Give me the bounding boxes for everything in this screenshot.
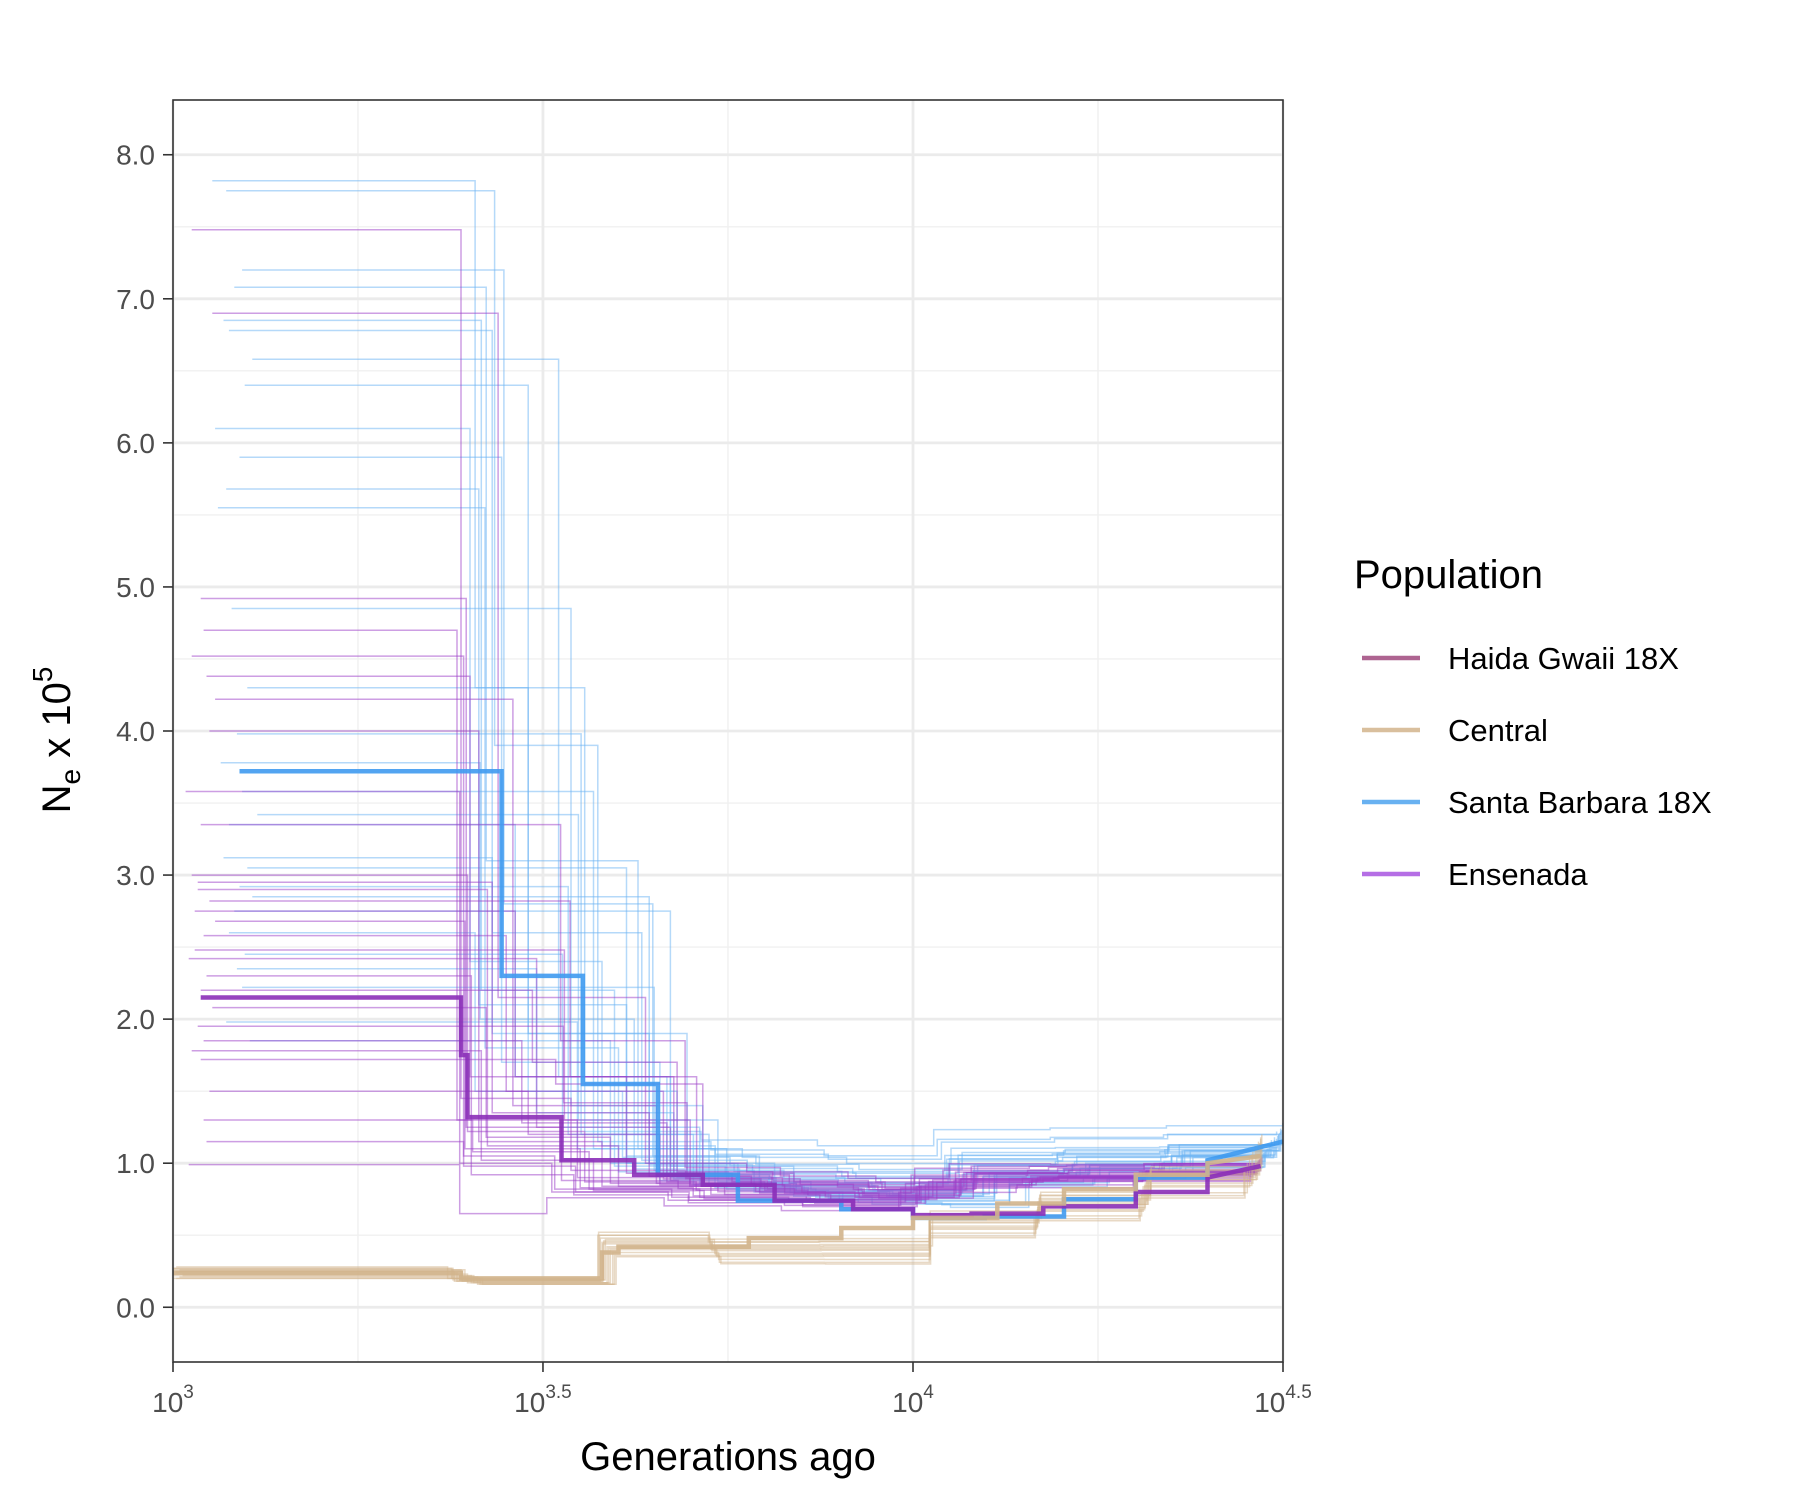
y-axis-title-subscript: e xyxy=(55,769,86,785)
main-series-line xyxy=(173,1153,1262,1281)
legend-label: Ensenada xyxy=(1448,857,1588,892)
bootstrap-line xyxy=(176,1169,1246,1285)
bootstrap-line xyxy=(188,1163,1252,1215)
bootstrap-line xyxy=(194,910,1261,1191)
bootstrap-lines xyxy=(173,179,1284,1285)
x-tick-label-exponent: 3 xyxy=(183,1382,194,1403)
y-tick-label: 2.0 xyxy=(116,1004,155,1035)
bootstrap-line xyxy=(182,1154,1253,1284)
x-tick-label: 104.5 xyxy=(1254,1382,1312,1418)
bootstrap-line xyxy=(215,427,1282,1161)
y-tick-label: 3.0 xyxy=(116,860,155,891)
y-tick-label: 5.0 xyxy=(116,572,155,603)
bootstrap-line xyxy=(212,179,1284,1147)
x-tick-label-base: 10 xyxy=(514,1387,545,1418)
legend-entries: Haida Gwaii 18X Central Santa Barbara 18X E… xyxy=(1362,641,1712,892)
x-tick-label: 103 xyxy=(152,1382,194,1418)
y-axis-title: Ne x 105 xyxy=(27,667,86,814)
x-tick-label: 103.5 xyxy=(514,1382,572,1418)
x-tick-label-base: 10 xyxy=(1254,1387,1285,1418)
y-tick-label: 6.0 xyxy=(116,428,155,459)
bootstrap-line xyxy=(226,190,1278,1157)
y-tick-label: 7.0 xyxy=(116,284,155,315)
x-tick-label-exponent: 3.5 xyxy=(545,1382,571,1403)
x-tick-label: 104 xyxy=(892,1382,934,1418)
x-axis-title: Generations ago xyxy=(580,1435,876,1479)
y-axis-title-superscript: 5 xyxy=(27,667,58,683)
main-series-line xyxy=(200,995,1262,1218)
y-tick-label: 0.0 xyxy=(116,1292,155,1323)
main-series-lines xyxy=(173,769,1284,1281)
legend-label: Santa Barbara 18X xyxy=(1448,785,1712,820)
legend: Population Haida Gwaii 18X Central Santa B… xyxy=(1354,553,1712,892)
y-tick-label: 4.0 xyxy=(116,716,155,747)
legend-label: Central xyxy=(1448,713,1548,748)
y-tick-label: 8.0 xyxy=(116,140,155,171)
x-tick-label-exponent: 4.5 xyxy=(1285,1382,1311,1403)
legend-label: Haida Gwaii 18X xyxy=(1448,641,1679,676)
legend-title: Population xyxy=(1354,553,1543,597)
bootstrap-line xyxy=(234,286,1265,1165)
y-tick-label: 1.0 xyxy=(116,1148,155,1179)
y-axis-title-main: N xyxy=(35,784,79,813)
gridlines xyxy=(171,100,1285,1362)
x-tick-label-base: 10 xyxy=(892,1387,923,1418)
y-axis-title-rest: x 10 xyxy=(35,682,79,769)
x-tick-label-base: 10 xyxy=(152,1387,183,1418)
x-tick-label-exponent: 4 xyxy=(923,1382,934,1403)
